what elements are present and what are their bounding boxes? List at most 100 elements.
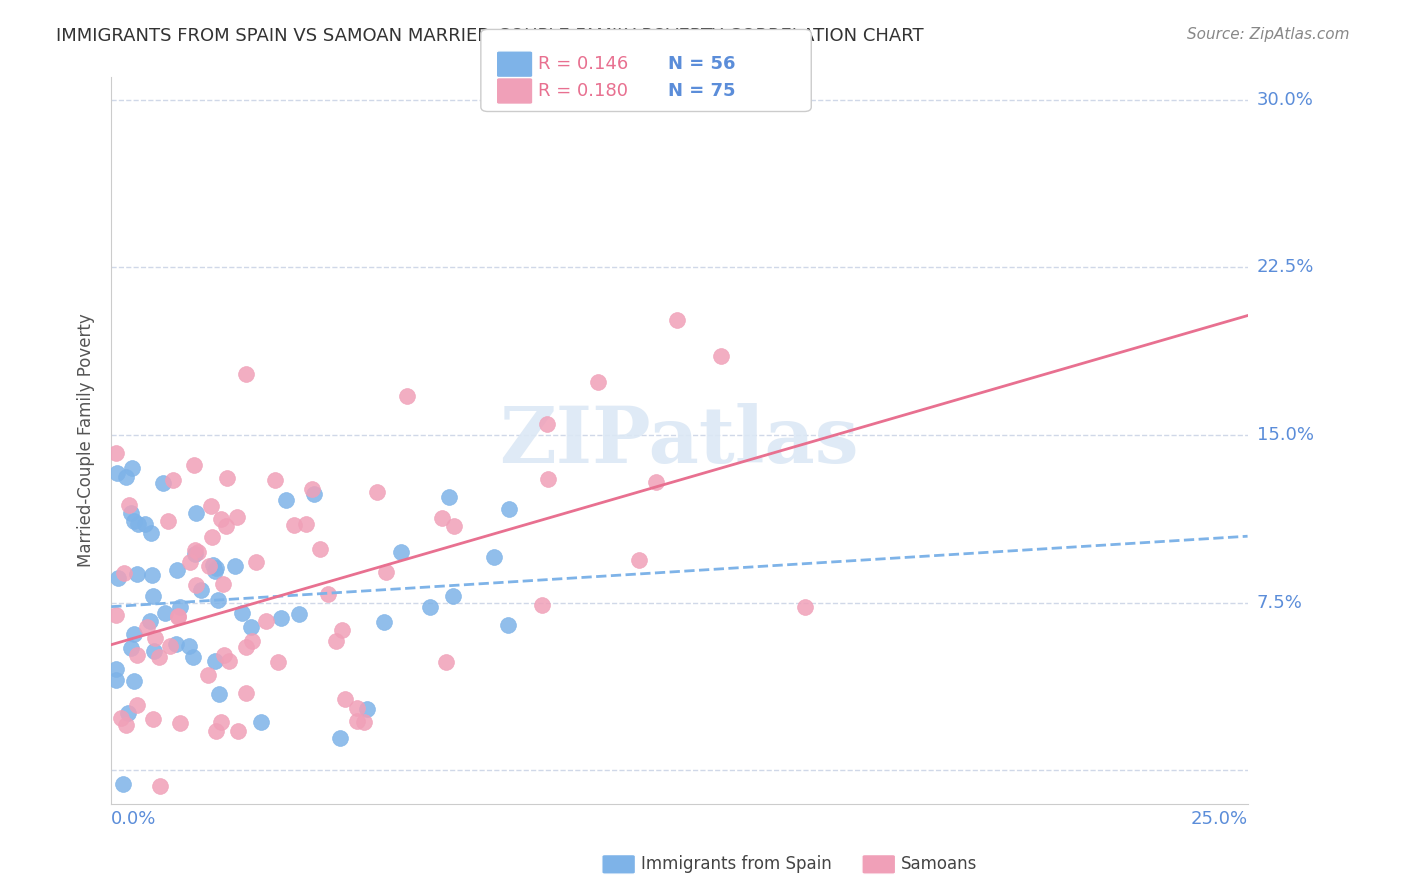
Point: [112, 566, 135, 580]
Point: [333, 692, 356, 706]
Point: [184, 577, 207, 591]
Point: [197, 558, 219, 573]
Point: [288, 607, 311, 621]
Point: [115, 470, 138, 484]
Point: [141, 568, 163, 582]
Point: [157, 514, 180, 528]
Point: [208, 688, 231, 702]
Text: IMMIGRANTS FROM SPAIN VS SAMOAN MARRIED-COUPLE FAMILY POVERTY CORRELATION CHART: IMMIGRANTS FROM SPAIN VS SAMOAN MARRIED-…: [56, 27, 924, 45]
Point: [627, 553, 650, 567]
Point: [235, 368, 257, 382]
Point: [134, 517, 156, 532]
Point: [496, 618, 519, 632]
Point: [231, 607, 253, 621]
Point: [108, 833, 131, 847]
Point: [295, 517, 318, 532]
Point: [143, 631, 166, 645]
Point: [117, 706, 139, 720]
Point: [152, 476, 174, 491]
Text: 15.0%: 15.0%: [1257, 426, 1313, 444]
Point: [302, 487, 325, 501]
Point: [187, 545, 209, 559]
Point: [665, 312, 688, 326]
Point: [104, 446, 127, 460]
Point: [142, 644, 165, 658]
Point: [536, 417, 558, 431]
Point: [274, 493, 297, 508]
Text: Source: ZipAtlas.com: Source: ZipAtlas.com: [1187, 27, 1350, 42]
Point: [498, 501, 520, 516]
Point: [207, 593, 229, 607]
Point: [396, 389, 419, 403]
Point: [301, 482, 323, 496]
Text: Samoans: Samoans: [901, 855, 977, 873]
Point: [267, 655, 290, 669]
Point: [107, 571, 129, 585]
Point: [586, 375, 609, 389]
Point: [136, 620, 159, 634]
Point: [205, 724, 228, 739]
Text: 30.0%: 30.0%: [1257, 91, 1313, 109]
Point: [122, 627, 145, 641]
Point: [366, 484, 388, 499]
Point: [389, 545, 412, 559]
Text: 25.0%: 25.0%: [1191, 810, 1247, 829]
Point: [270, 611, 292, 625]
Point: [316, 587, 339, 601]
Point: [309, 542, 332, 557]
Point: [141, 589, 163, 603]
Point: [353, 715, 375, 730]
Point: [149, 779, 172, 793]
Point: [235, 640, 257, 655]
Point: [139, 525, 162, 540]
Point: [330, 623, 353, 637]
Point: [127, 516, 149, 531]
Point: [111, 776, 134, 790]
Text: N = 56: N = 56: [668, 55, 735, 73]
Point: [201, 530, 224, 544]
Point: [202, 558, 225, 573]
Point: [356, 701, 378, 715]
Point: [245, 555, 267, 569]
Point: [104, 673, 127, 688]
Point: [217, 471, 239, 485]
Point: [139, 614, 162, 628]
Point: [159, 639, 181, 653]
Point: [114, 717, 136, 731]
Point: [165, 637, 187, 651]
Point: [166, 563, 188, 577]
Point: [346, 714, 368, 728]
Point: [200, 500, 222, 514]
Point: [118, 498, 141, 512]
Point: [153, 606, 176, 620]
Point: [125, 698, 148, 712]
Point: [346, 701, 368, 715]
Point: [419, 599, 441, 614]
Point: [110, 711, 132, 725]
Point: [226, 724, 249, 739]
Point: [114, 832, 136, 847]
Point: [224, 558, 246, 573]
Point: [204, 561, 226, 575]
Point: [794, 600, 817, 615]
Point: [120, 507, 142, 521]
Point: [105, 466, 128, 480]
Point: [240, 633, 263, 648]
Point: [184, 542, 207, 557]
Text: 22.5%: 22.5%: [1257, 259, 1315, 277]
Point: [226, 510, 249, 524]
Point: [209, 714, 232, 729]
Point: [537, 472, 560, 486]
Point: [373, 615, 395, 629]
Text: Immigrants from Spain: Immigrants from Spain: [641, 855, 832, 873]
Point: [209, 512, 232, 526]
Point: [167, 608, 190, 623]
Point: [215, 518, 238, 533]
Point: [142, 712, 165, 726]
Point: [484, 549, 506, 564]
Point: [121, 461, 143, 475]
Point: [375, 565, 398, 579]
Point: [307, 864, 329, 879]
Point: [441, 589, 464, 603]
Point: [127, 648, 149, 662]
